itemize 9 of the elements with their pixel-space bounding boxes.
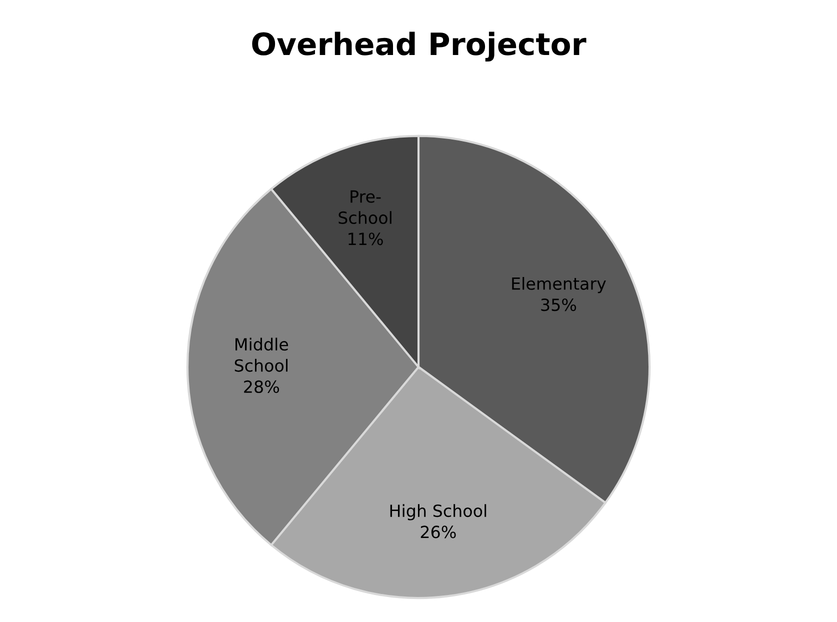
- data-label: 35%: [541, 298, 576, 312]
- data-label: 28%: [244, 380, 280, 394]
- data-label: 11%: [348, 232, 383, 246]
- slice-label: Elementary: [512, 276, 606, 294]
- slice-label: Middle School: [234, 338, 288, 372]
- chart-title: Overhead Projector: [252, 32, 586, 62]
- data-label: 26%: [420, 526, 456, 538]
- slice-label: High School: [390, 504, 486, 520]
- slice-label: Pre- School: [338, 190, 392, 224]
